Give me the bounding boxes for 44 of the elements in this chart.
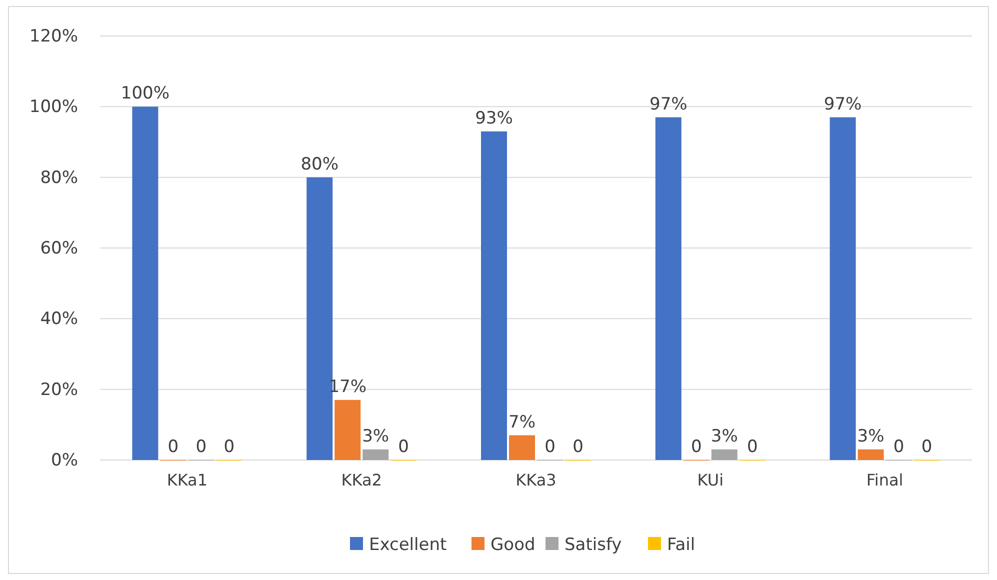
legend-label: Excellent <box>369 535 447 555</box>
bar <box>830 117 856 460</box>
data-label: 0 <box>398 437 410 457</box>
data-label: 0 <box>168 437 179 457</box>
data-label: 97% <box>824 94 862 114</box>
data-label: 3% <box>362 426 390 446</box>
y-tick-label: 80% <box>40 168 78 188</box>
bar <box>509 435 535 460</box>
data-label: 0 <box>690 437 702 457</box>
y-tick-label: 60% <box>40 238 78 258</box>
bar <box>362 449 389 460</box>
x-tick-label: KKa2 <box>341 470 382 490</box>
data-label: 3% <box>710 426 738 446</box>
data-label: 0 <box>544 437 556 457</box>
data-label: 100% <box>120 84 170 104</box>
x-tick-label: KUi <box>697 470 724 490</box>
bar <box>481 131 507 460</box>
data-label: 93% <box>475 108 513 128</box>
data-label: 97% <box>650 94 688 114</box>
bar <box>858 449 884 460</box>
y-tick-label: 0% <box>51 450 78 470</box>
bar <box>711 449 738 460</box>
data-label: 7% <box>508 412 536 432</box>
y-tick-label: 40% <box>40 309 78 330</box>
data-label: 3% <box>857 426 884 446</box>
legend-label: Fail <box>667 535 696 555</box>
data-label: 0 <box>921 437 932 457</box>
x-tick-label: KKa1 <box>166 470 208 490</box>
data-label: 0 <box>893 437 904 457</box>
bar <box>655 117 682 460</box>
legend-label: Satisfy <box>564 535 622 555</box>
data-label: 80% <box>300 154 338 174</box>
legend-label: Good <box>490 535 536 555</box>
y-tick-label: 120% <box>29 26 78 46</box>
data-label: 0 <box>746 437 758 457</box>
data-label: 0 <box>572 437 584 457</box>
x-tick-label: KKa3 <box>516 470 556 490</box>
data-label: 0 <box>224 437 235 457</box>
data-label: 0 <box>196 437 207 457</box>
bar <box>132 106 158 460</box>
y-tick-label: 100% <box>29 97 78 118</box>
x-tick-label: Final <box>866 470 904 490</box>
bar <box>334 400 361 460</box>
y-tick-label: 20% <box>40 380 78 400</box>
